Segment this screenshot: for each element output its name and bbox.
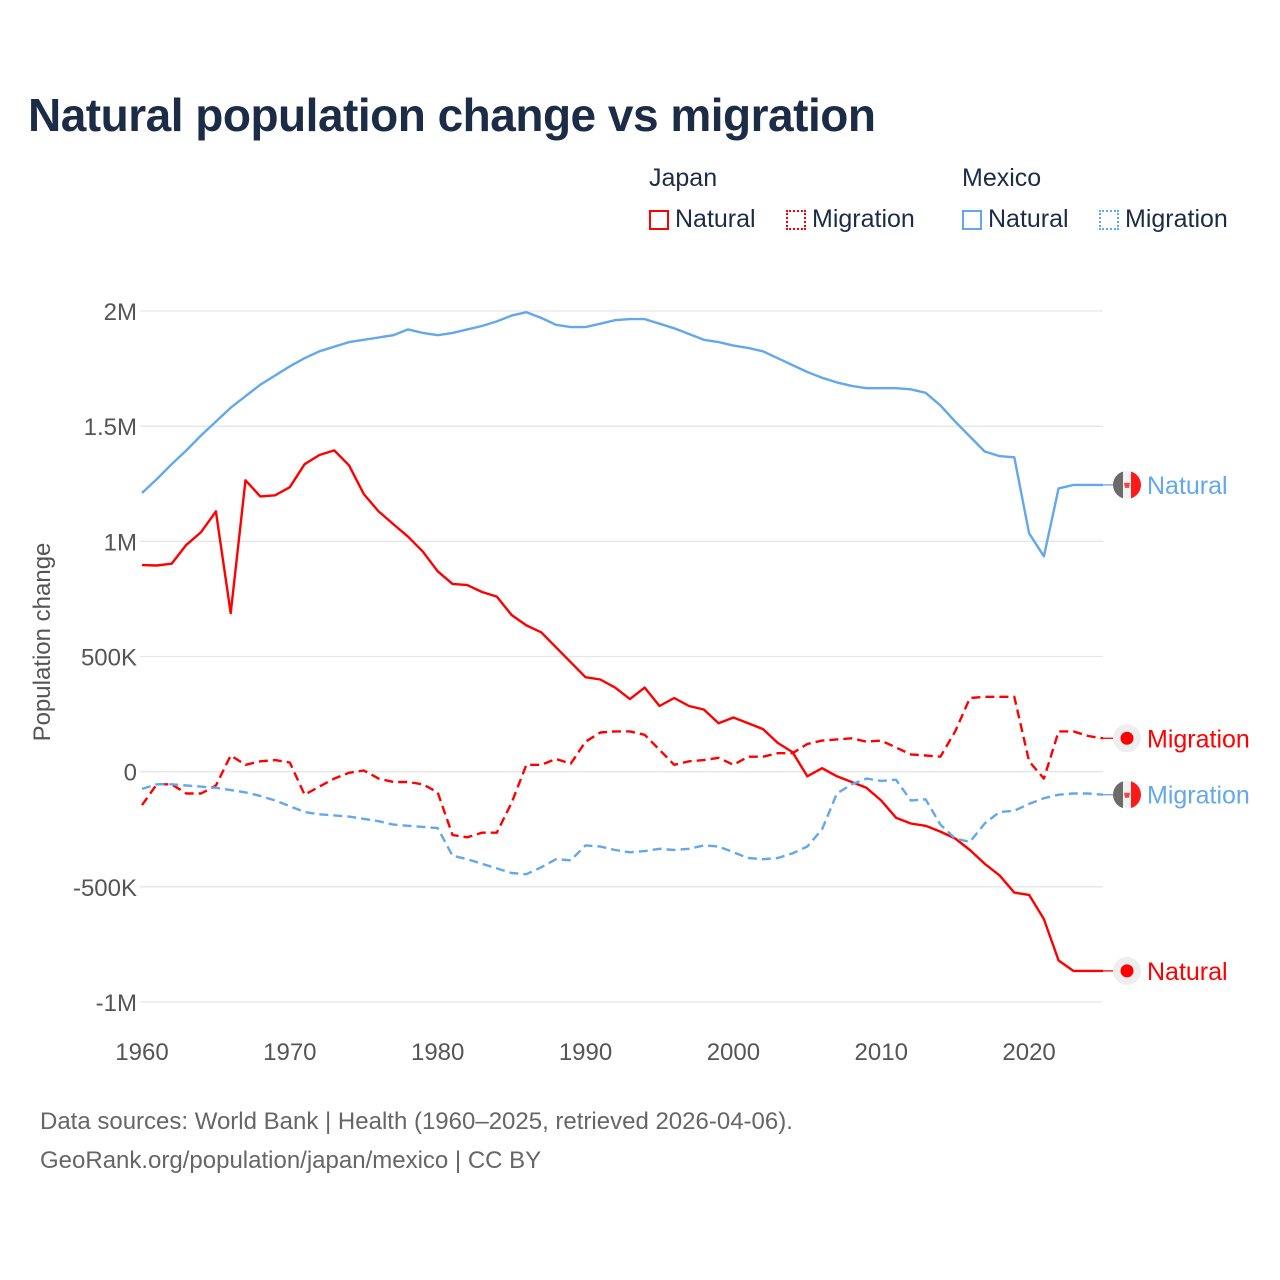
flag-stripe-right [1131,470,1141,499]
y-tick-label: 0 [124,760,137,787]
flag-stripe-left [1113,470,1123,499]
japan-migration-line [141,695,1104,839]
mexico-migration-line [141,777,1104,876]
end-label-japan-natural: Natural [1147,958,1228,986]
legend-japan-natural[interactable]: Natural [649,205,756,234]
flag-emblem [1124,482,1130,488]
mexico-flag-icon [1113,470,1141,499]
x-tick-label: 2010 [855,1039,908,1066]
legend-group-japan: Japan [649,164,718,192]
legend-label: Migration [1125,205,1228,233]
mexico-flag-icon [1113,780,1141,809]
flag-stripes [1113,780,1141,809]
end-label-mexico-natural: Natural [1147,472,1228,500]
y-tick-label: 2M [104,299,137,326]
footer-sources: Data sources: World Bank | Health (1960–… [40,1108,793,1135]
legend-swatch-dotted [1099,209,1119,230]
flag-stripe-center [1123,780,1131,809]
x-tick-label: 1960 [115,1039,168,1066]
japan-flag-icon [1113,956,1141,985]
flag-stripe-center [1123,470,1131,499]
y-tick-label: -1M [96,990,137,1017]
footer-credit[interactable]: GeoRank.org/population/japan/mexico | CC… [40,1147,542,1174]
x-tick-label: 2000 [707,1039,760,1066]
legend-label: Natural [988,205,1069,233]
end-label-mexico-migration: Migration [1147,782,1250,810]
chart-title: Natural population change vs migration [28,89,876,141]
japan-natural-line [141,449,1103,973]
legend-mexico-migration[interactable]: Migration [1099,205,1228,234]
x-tick-label: 1980 [411,1039,464,1066]
y-tick-label: 1M [104,529,137,556]
x-tick-label: 1990 [559,1039,612,1066]
flag-stripe-left [1113,780,1123,809]
y-tick-label: 500K [81,645,137,672]
legend-swatch-dotted [786,209,806,230]
japan-flag-icon [1113,724,1141,753]
flag-background [1113,956,1141,985]
mexico-natural-line [141,311,1103,558]
legend-label: Migration [812,205,915,233]
y-axis-label: Population change [29,543,56,742]
y-tick-label: -500K [73,875,137,902]
legend-swatch-solid [962,209,982,230]
flag-sun [1120,731,1134,745]
flag-emblem [1124,792,1130,798]
y-tick-label: 1.5M [84,414,137,441]
flag-background [1113,724,1141,753]
legend-mexico-natural[interactable]: Natural [962,205,1069,234]
flag-sun [1120,964,1134,978]
end-label-japan-migration: Migration [1147,725,1250,753]
flag-stripe-right [1131,780,1141,809]
legend-group-mexico: Mexico [962,164,1042,192]
x-tick-label: 2020 [1002,1039,1055,1066]
flag-stripes [1113,470,1141,499]
legend-swatch-solid [649,209,669,230]
legend-label: Natural [675,205,756,233]
x-tick-label: 1970 [263,1039,316,1066]
legend-japan-migration[interactable]: Migration [786,205,915,234]
